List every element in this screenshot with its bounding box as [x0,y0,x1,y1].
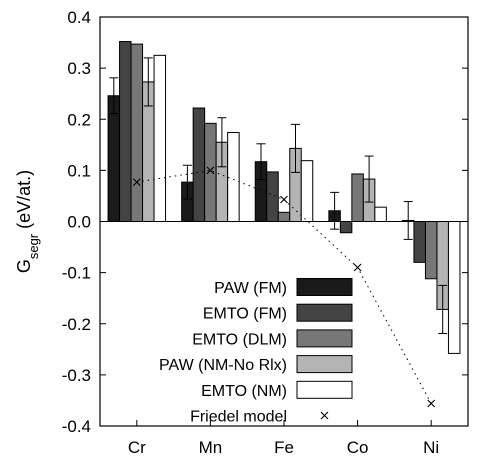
y-ticks: 0.4 0.3 0.2 0.1 0.0 -0.1 -0.2 -0.3 -0.4 [62,8,468,436]
legend-swatch-4 [296,380,353,399]
bar-ni-4 [447,221,461,354]
x-tick-label: Fe [274,438,294,457]
errorbars-layer [109,57,448,334]
y-axis-label-main: G [14,259,34,273]
bar-mn-4 [227,132,240,222]
y-tick-label: 0.1 [67,161,91,180]
legend-friedel-marker [320,411,329,420]
bar-co-1 [339,221,353,234]
friedel-marker-fe [280,195,288,204]
x-tick-label: Ni [423,438,439,457]
x-tick-label: Mn [199,438,223,457]
legend-label-friedel: Friedel model [190,409,287,426]
legend-label-1: EMTO (FM) [203,306,287,323]
bar-co-2 [351,173,364,222]
bar-fe-1 [266,171,279,223]
y-tick-label: -0.4 [62,417,91,436]
legend-swatch-0 [296,278,353,296]
legend-label-0: PAW (FM) [214,280,287,297]
bar-ni-1 [413,221,426,263]
x-tick-label: Co [347,438,369,457]
legend-label-4: EMTO (NM) [201,383,287,400]
friedel-marker-mn [206,166,215,175]
y-tick-label: 0.3 [67,59,91,78]
bar-ni-2 [424,221,438,280]
legend-label-3: PAW (NM-No Rlx) [159,357,287,374]
bar-fe-4 [300,160,314,223]
legend-label-2: EMTO (DLM) [192,331,287,348]
legend: PAW (FM) EMTO (FM) EMTO (DLM) PAW (NM-No Rl… [159,278,353,426]
y-tick-label: -0.2 [62,315,91,334]
y-tick-label: -0.1 [62,264,91,283]
bar-co-4 [374,206,387,222]
y-axis-label: Gsegr (eV/at.) [14,170,41,273]
friedel-marker-ni [427,399,436,408]
y-tick-label: -0.3 [62,366,91,385]
bar-cr-4 [153,54,167,222]
bar-cr-1 [119,41,132,223]
bar-cr-0 [107,95,121,222]
y-tick-label: 0.0 [67,213,91,232]
legend-swatch-1 [296,303,353,322]
y-axis-label-sub: segr [26,233,41,259]
x-tick-label: Cr [128,438,146,457]
y-tick-label: 0.4 [67,8,91,27]
bar-mn-1 [192,107,206,222]
bar-mn-2 [204,122,217,222]
friedel-marker-co [353,263,362,272]
y-axis-label-unit: (eV/at.) [14,170,34,234]
friedel-layer [132,166,436,408]
legend-swatch-3 [296,355,353,374]
legend-swatch-2 [296,329,353,348]
x-ticks: Cr Mn Fe Co Ni [128,420,439,457]
bar-fe-2 [277,211,291,223]
friedel-line [136,169,432,404]
friedel-marker-cr [132,178,141,187]
bar-cr-2 [130,43,144,222]
y-tick-label: 0.2 [67,110,91,129]
